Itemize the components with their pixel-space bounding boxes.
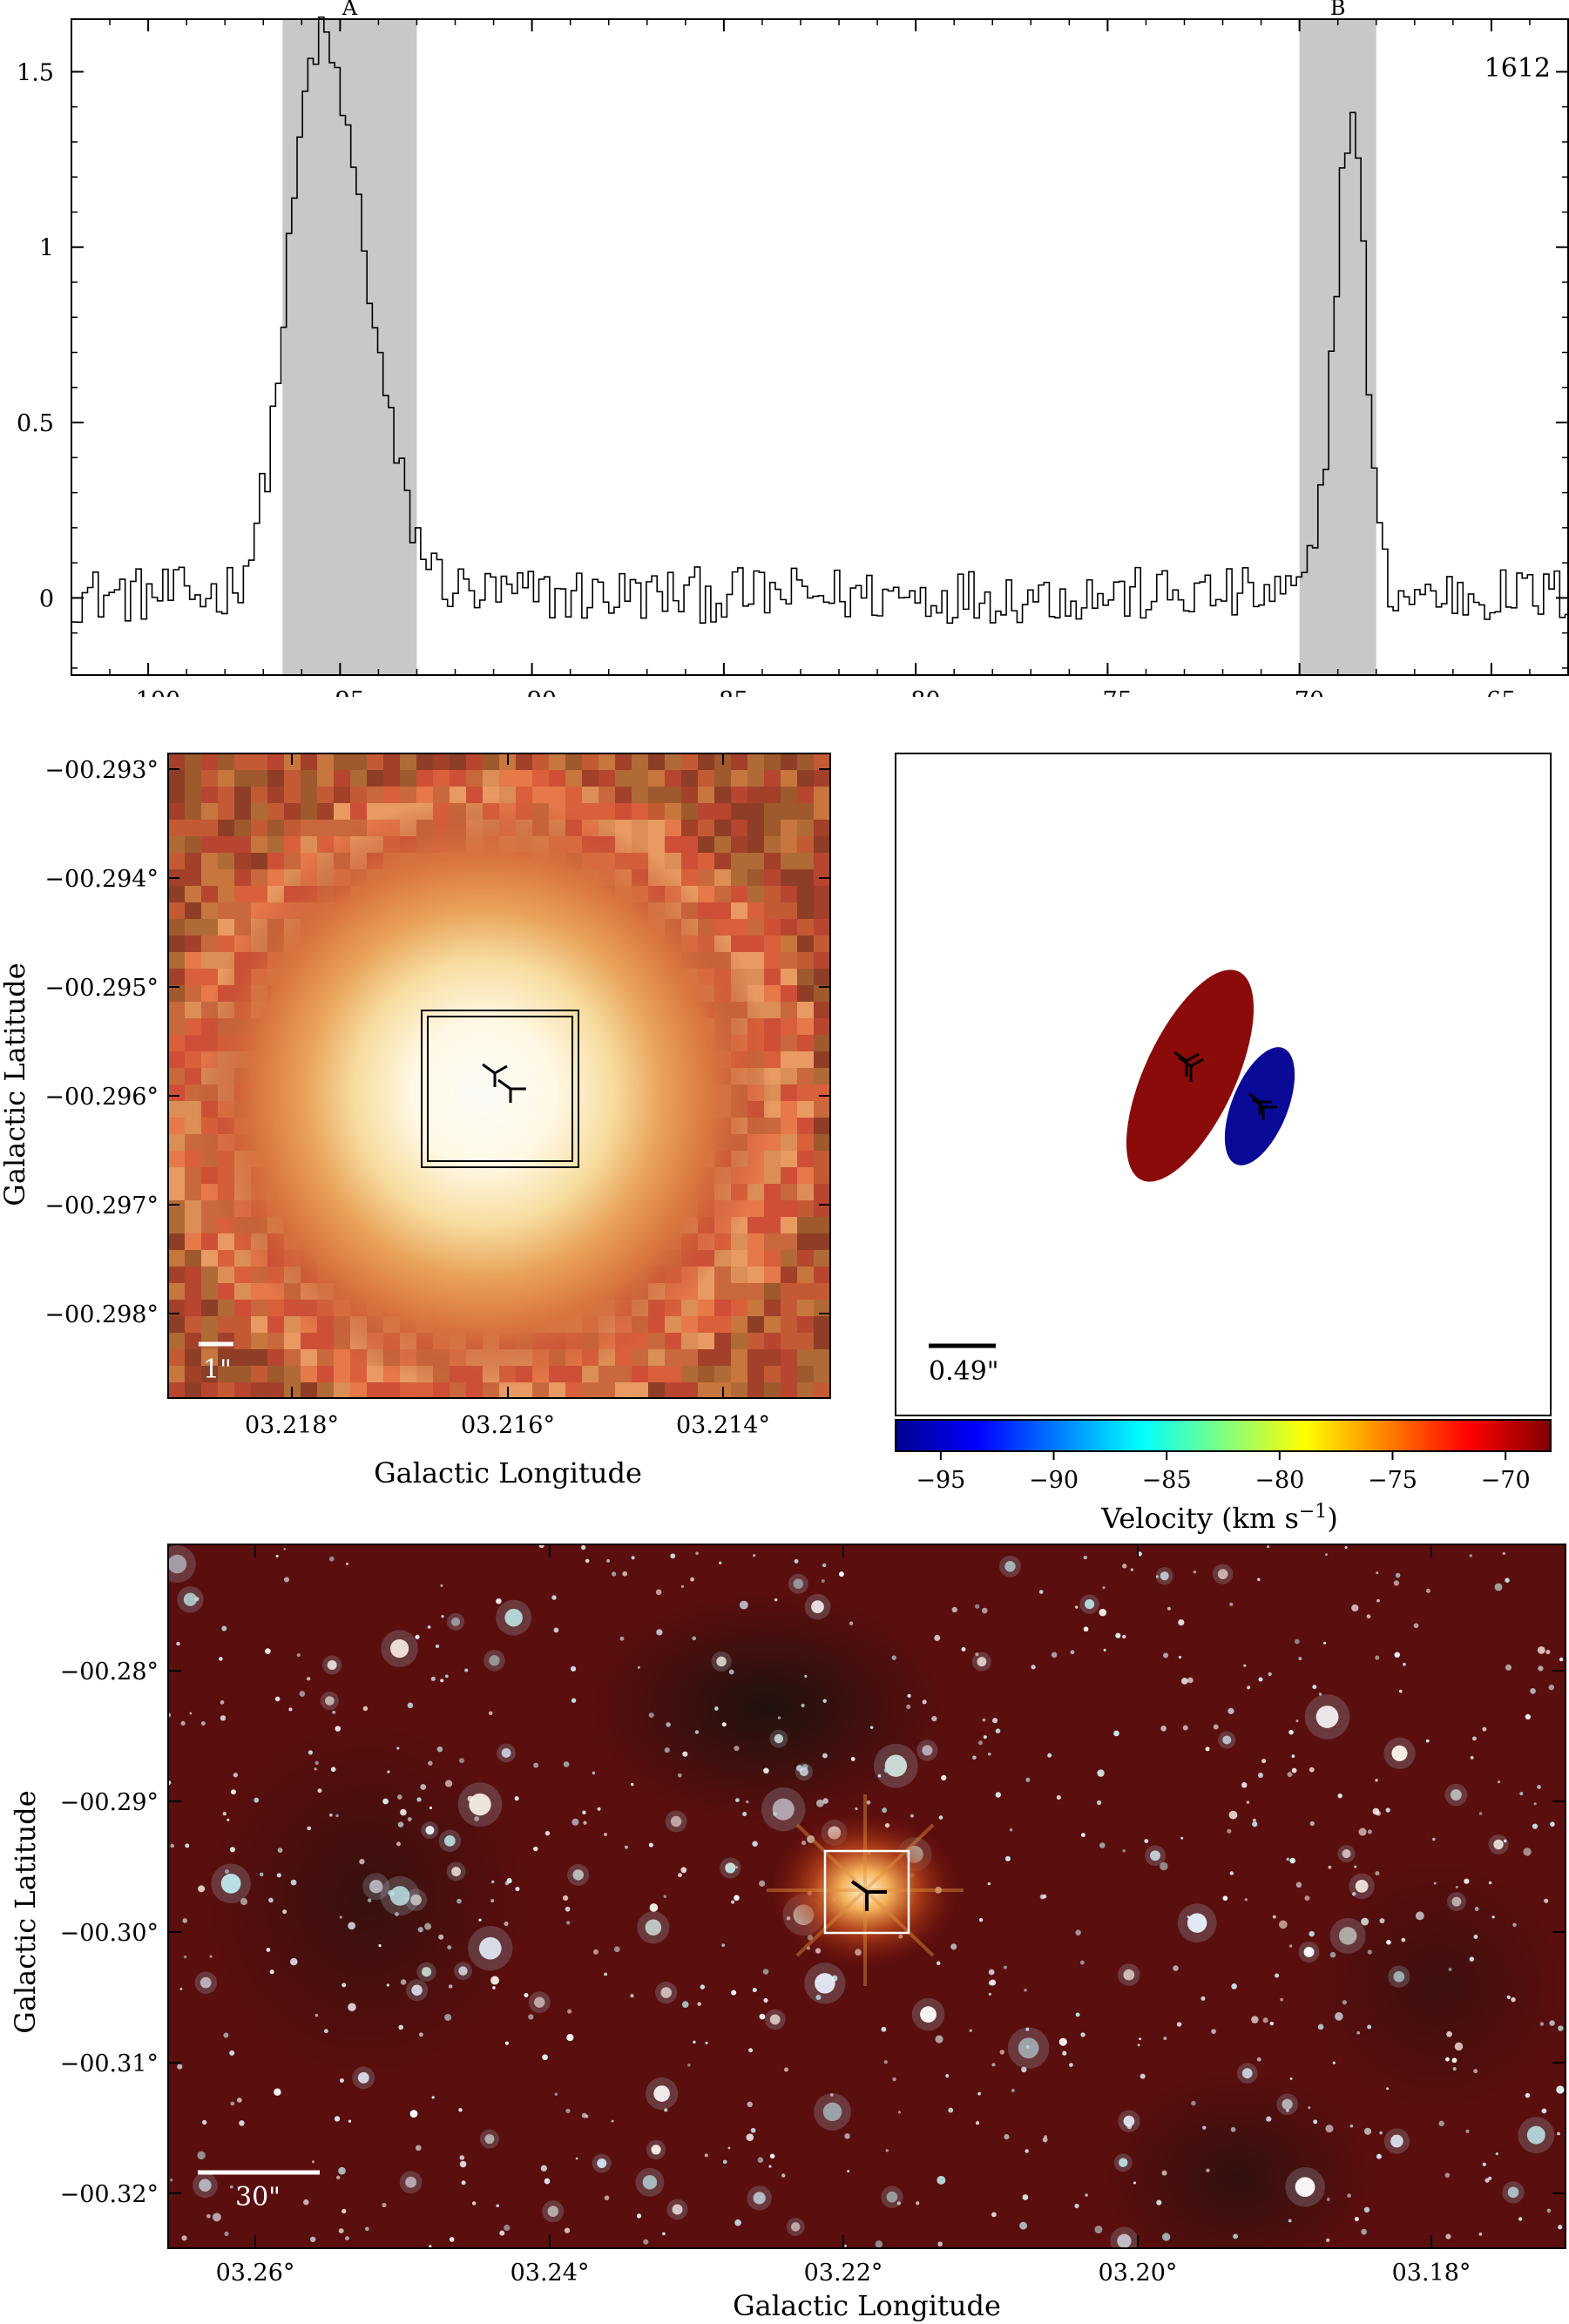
wide-y-label: Galactic Latitude xyxy=(9,1790,42,2033)
spectrum-x-tick: −100 xyxy=(116,687,180,697)
colorbar-label: Velocity (km s−1) xyxy=(1100,1501,1338,1535)
band-b xyxy=(1299,19,1376,675)
colorbar-tick: −95 xyxy=(916,1467,965,1494)
svg-text:0.49": 0.49" xyxy=(929,1356,999,1387)
velocity-colorbar xyxy=(895,1419,1552,1452)
band-label-b: B xyxy=(1330,0,1346,20)
spectrum-y-tick: 1.5 xyxy=(17,59,54,86)
wide-image-panel: 30" 03.26° 03.24° 03.22° 03.20° 03.18° −00.2… xyxy=(9,1544,1566,2322)
spectrum-x-tick: −80 xyxy=(891,687,941,697)
zoom-image-frame xyxy=(167,753,831,1399)
spectrum-line xyxy=(71,16,1569,625)
zoom-region-box-inner xyxy=(427,1016,573,1162)
wide-y-tick: −00.28° xyxy=(60,1659,159,1686)
zoom-y-tick: −00.298° xyxy=(44,1301,159,1328)
spectrum-y-tick: 0 xyxy=(39,585,54,612)
zoom-x-label: Galactic Longitude xyxy=(374,1456,642,1490)
spots-scalebar: 0.49" xyxy=(929,1343,999,1387)
maser-marker-icon xyxy=(482,1063,526,1103)
zoom-y-tick: −00.293° xyxy=(44,757,159,784)
zoom-region-box-outer xyxy=(421,1010,579,1168)
zoom-x-axis: 03.218° 03.216° 03.214° xyxy=(245,753,770,1439)
zoom-y-tick: −00.294° xyxy=(44,866,159,893)
colorbar-tick: −75 xyxy=(1368,1467,1417,1494)
colorbar-tick: −85 xyxy=(1142,1467,1192,1494)
svg-text:1": 1" xyxy=(203,1355,232,1385)
spectrum-y-tick: 0.5 xyxy=(17,410,54,437)
spectrum-panel: −100−95−90−85−80−75−70−65 00.511.5 AB 16… xyxy=(17,0,1569,697)
spectrum-x-tick: −90 xyxy=(507,687,557,697)
wide-x-axis: 03.26° 03.24° 03.22° 03.20° 03.18° xyxy=(216,1544,1471,2287)
wide-x-label: Galactic Longitude xyxy=(733,2289,1001,2322)
colorbar-tick: −70 xyxy=(1481,1467,1531,1494)
spectrum-x-tick: −70 xyxy=(1275,687,1324,697)
zoom-x-tick: 03.218° xyxy=(245,1412,339,1439)
svg-text:30": 30" xyxy=(235,2182,281,2213)
zoom-y-tick: −00.296° xyxy=(44,1084,159,1111)
spectrum-y-tick: 1 xyxy=(39,235,54,262)
wide-x-tick: 03.22° xyxy=(804,2260,883,2287)
wide-x-tick: 03.24° xyxy=(511,2260,590,2287)
source-marker-icon xyxy=(850,1880,887,1911)
source-region-box xyxy=(823,1849,910,1935)
zoom-x-tick: 03.214° xyxy=(676,1412,770,1439)
zoom-y-axis: −00.293° −00.294° −00.295° −00.296° −00.297°… xyxy=(44,757,830,1328)
maser-spots-panel: 0.49" −95 −90 −85 −80 −75 −70 Velocity (km s−… xyxy=(895,753,1552,1535)
band-label-a: A xyxy=(342,0,358,20)
zoom-y-tick: −00.295° xyxy=(44,975,159,1002)
zoom-y-tick: −00.297° xyxy=(44,1192,159,1219)
wide-y-axis: −00.28° −00.29° −00.30° −00.31° −00.32° xyxy=(60,1659,1566,2208)
wide-y-tick: −00.32° xyxy=(60,2181,159,2208)
spectrum-y-axis: 0 0.5 1 1.5 xyxy=(17,59,1568,669)
wide-scalebar: 30" xyxy=(198,2170,320,2213)
spectrum-x-tick: −95 xyxy=(315,687,365,697)
wide-image-frame xyxy=(167,1544,1566,2249)
star-field xyxy=(168,1544,1565,2248)
zoom-image-panel: 1" 03.218° 03.216° 03.214° −00.293° −00.294… xyxy=(0,753,831,1490)
zoom-y-label: Galactic Latitude xyxy=(0,963,31,1206)
spectrum-frame xyxy=(71,18,1569,676)
band-a xyxy=(282,19,417,675)
wide-y-tick: −00.29° xyxy=(60,1789,159,1816)
wide-x-tick: 03.20° xyxy=(1099,2260,1178,2287)
wide-y-tick: −00.30° xyxy=(60,1920,159,1947)
spectrum-x-tick: −65 xyxy=(1466,687,1516,697)
zoom-scalebar: 1" xyxy=(199,1341,233,1385)
spectrum-annotation: 1612 xyxy=(1484,53,1551,84)
colorbar-axis: −95 −90 −85 −80 −75 −70 xyxy=(916,1451,1531,1494)
spot-marker-icon xyxy=(1173,1051,1277,1120)
wide-y-tick: −00.31° xyxy=(60,2050,159,2077)
wide-x-tick: 03.18° xyxy=(1392,2260,1471,2287)
zoom-x-tick: 03.216° xyxy=(461,1412,555,1439)
colorbar-tick: −90 xyxy=(1029,1467,1079,1494)
colorbar-tick: −80 xyxy=(1255,1467,1304,1494)
velocity-bands xyxy=(282,19,1376,675)
wide-x-tick: 03.26° xyxy=(216,2260,295,2287)
spectrum-x-tick: −85 xyxy=(699,687,748,697)
spectrum-x-axis: −100 −95 −90 −85 −80 −75 −70 −65 xyxy=(71,19,1569,697)
spectrum-x-tick: −75 xyxy=(1083,687,1133,697)
